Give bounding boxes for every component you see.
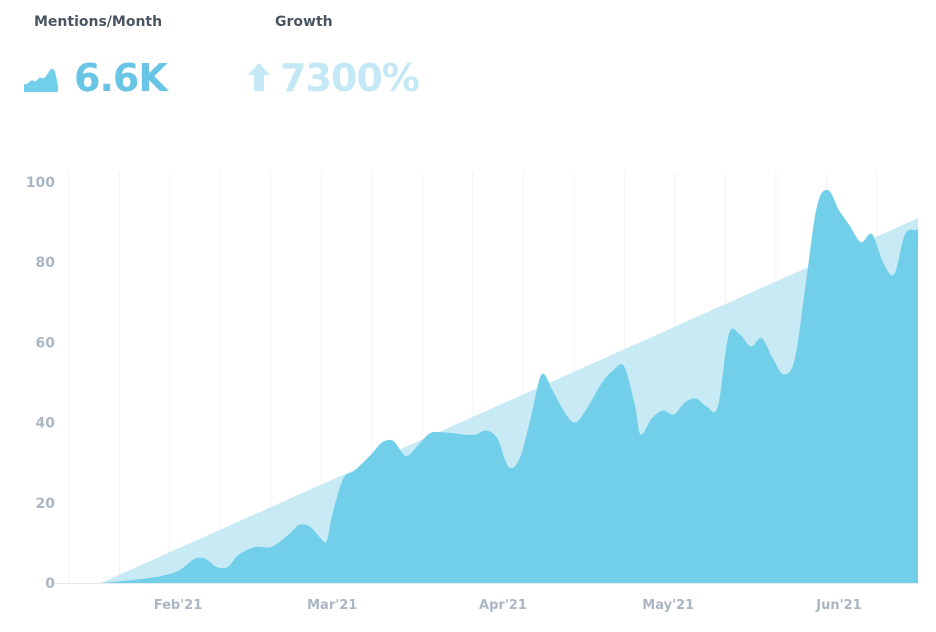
growth-value: 7300% bbox=[280, 56, 420, 100]
y-tick-label: 0 bbox=[45, 576, 55, 592]
x-tick-label: Mar'21 bbox=[307, 598, 357, 613]
y-axis-ticks: 0 20 40 60 80 100 bbox=[26, 175, 55, 592]
y-tick-label: 80 bbox=[36, 255, 56, 271]
mentions-per-month-value: 6.6K bbox=[74, 56, 168, 100]
y-tick-label: 60 bbox=[36, 335, 56, 351]
y-tick-label: 20 bbox=[36, 496, 56, 512]
mentions-per-month-label: Mentions/Month bbox=[34, 14, 163, 30]
x-tick-label: Jun'21 bbox=[815, 598, 861, 613]
arrow-up-icon bbox=[248, 63, 270, 91]
x-tick-label: May'21 bbox=[642, 598, 694, 613]
area-chart-icon bbox=[24, 68, 58, 92]
growth-label: Growth bbox=[275, 14, 333, 30]
x-tick-label: Apr'21 bbox=[479, 598, 527, 613]
mentions-area bbox=[100, 189, 919, 583]
y-tick-label: 40 bbox=[36, 416, 56, 432]
x-tick-label: Feb'21 bbox=[154, 598, 203, 613]
x-axis-ticks: Feb'21 Mar'21 Apr'21 May'21 Jun'21 bbox=[154, 598, 862, 613]
y-tick-label: 100 bbox=[26, 175, 55, 191]
